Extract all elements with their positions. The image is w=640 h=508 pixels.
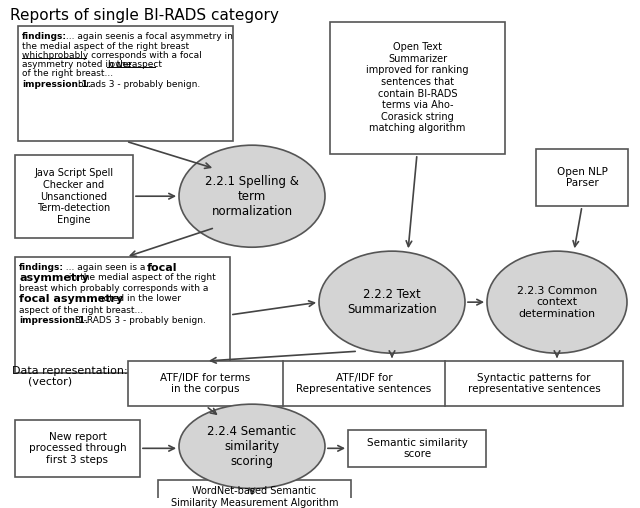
Ellipse shape	[487, 251, 627, 353]
Ellipse shape	[319, 251, 465, 353]
Text: 2.2.4 Semantic
similarity
scoring: 2.2.4 Semantic similarity scoring	[207, 425, 296, 468]
Text: ... again seen is a: ... again seen is a	[60, 263, 148, 272]
Text: WordNet-based Semantic
Similarity Measurement Algorithm: WordNet-based Semantic Similarity Measur…	[171, 486, 339, 507]
Text: birads 3 - probably benign.: birads 3 - probably benign.	[75, 80, 200, 89]
Text: Java Script Spell
Checker and
Unsanctioned
Term-detection
Engine: Java Script Spell Checker and Unsanction…	[35, 169, 113, 225]
Text: aspect of the right breast...: aspect of the right breast...	[19, 306, 143, 315]
Text: loweraspect: loweraspect	[107, 60, 162, 69]
FancyBboxPatch shape	[348, 430, 486, 467]
Text: breast which probably corresponds with a: breast which probably corresponds with a	[19, 284, 209, 294]
Text: New report
processed through
first 3 steps: New report processed through first 3 ste…	[29, 432, 126, 465]
Text: asymmetry: asymmetry	[19, 273, 89, 283]
FancyBboxPatch shape	[536, 149, 628, 206]
FancyBboxPatch shape	[15, 155, 133, 238]
Text: 2.2.2 Text
Summarization: 2.2.2 Text Summarization	[347, 288, 437, 316]
Ellipse shape	[179, 404, 325, 489]
FancyBboxPatch shape	[15, 257, 230, 373]
Text: impression:1.: impression:1.	[22, 80, 92, 89]
Text: Open NLP
Parser: Open NLP Parser	[557, 167, 607, 188]
Text: BI-RADS 3 - probably benign.: BI-RADS 3 - probably benign.	[72, 316, 206, 325]
Text: Semantic similarity
score: Semantic similarity score	[367, 437, 467, 459]
Text: findings:: findings:	[22, 33, 67, 41]
FancyBboxPatch shape	[158, 480, 351, 508]
Text: Open Text
Summarizer
improved for ranking
sentences that
contain BI-RADS
terms v: Open Text Summarizer improved for rankin…	[366, 42, 468, 134]
Text: (vector): (vector)	[28, 377, 72, 387]
FancyBboxPatch shape	[15, 420, 140, 477]
Text: ... again seenis a focal asymmetry in: ... again seenis a focal asymmetry in	[63, 33, 233, 41]
Text: 2.2.1 Spelling &
term
normalization: 2.2.1 Spelling & term normalization	[205, 175, 299, 218]
Text: impression:1.: impression:1.	[19, 316, 88, 325]
Ellipse shape	[179, 145, 325, 247]
Text: ATF/IDF for terms
in the corpus: ATF/IDF for terms in the corpus	[161, 373, 251, 394]
Text: whichprobably corresponds with a focal: whichprobably corresponds with a focal	[22, 51, 202, 60]
FancyBboxPatch shape	[18, 25, 233, 141]
Text: Data representation:: Data representation:	[12, 366, 127, 376]
Text: findings:: findings:	[19, 263, 64, 272]
Text: Syntactic patterns for
representative sentences: Syntactic patterns for representative se…	[468, 373, 600, 394]
Text: ATF/IDF for
Representative sentences: ATF/IDF for Representative sentences	[296, 373, 431, 394]
Text: the medial aspect of the right breast: the medial aspect of the right breast	[22, 42, 189, 51]
Text: focal: focal	[147, 263, 177, 273]
Text: noted in the lower: noted in the lower	[95, 294, 181, 303]
Text: of the right breast...: of the right breast...	[22, 69, 113, 78]
Text: asymmetry noted in the: asymmetry noted in the	[22, 60, 134, 69]
FancyBboxPatch shape	[330, 21, 505, 154]
Text: 2.2.3 Common
context
determination: 2.2.3 Common context determination	[517, 285, 597, 319]
Text: in the medial aspect of the right: in the medial aspect of the right	[66, 273, 216, 282]
Text: Reports of single BI-RADS category: Reports of single BI-RADS category	[10, 8, 279, 23]
FancyBboxPatch shape	[128, 361, 623, 406]
Text: focal asymmetry: focal asymmetry	[19, 294, 124, 304]
